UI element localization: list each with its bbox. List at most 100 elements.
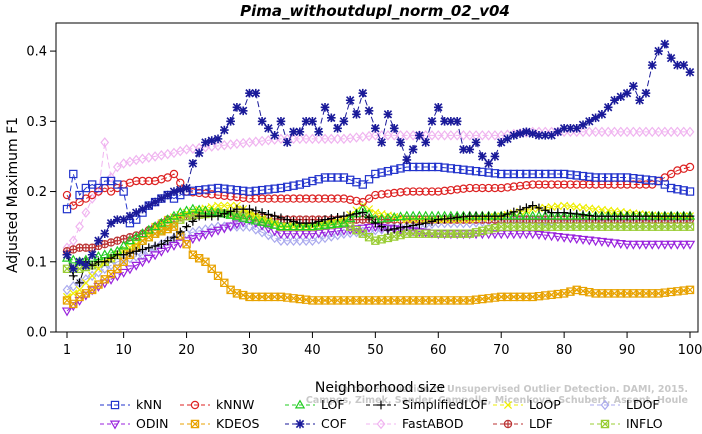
legend-marker-cof [295, 419, 305, 429]
data-point-knn [333, 173, 342, 182]
data-point-lof [225, 209, 236, 219]
x-tick-label: 100 [678, 343, 702, 358]
data-point-knn [603, 173, 613, 182]
data-point-knn [629, 174, 638, 183]
data-point-cof [528, 129, 537, 138]
data-point-fastabod [263, 135, 273, 146]
x-tick-label: 1 [63, 343, 71, 358]
data-point-knn [427, 162, 437, 172]
data-point-fastabod [232, 138, 242, 150]
legend-marker-ldof [600, 399, 610, 411]
data-point-knn [471, 166, 481, 176]
data-point-fastabod [100, 137, 110, 148]
data-point-knn [616, 173, 625, 182]
data-point-knnw [345, 195, 355, 204]
data-point-odin [678, 240, 689, 250]
legend-item-kdeos: KDEOS [180, 416, 260, 431]
data-point-cof [314, 127, 324, 137]
data-point-simplifiedlof [522, 203, 531, 213]
data-point-cof [465, 145, 475, 154]
data-point-lof [376, 213, 387, 223]
data-point-cof [559, 124, 569, 133]
data-point-knn [440, 163, 449, 172]
data-point-lof [181, 205, 192, 215]
data-point-cof [163, 190, 173, 200]
data-point-lof [338, 217, 350, 227]
legend-label: LoOP [529, 397, 561, 412]
data-point-knn [201, 185, 210, 194]
data-point-kdeos [182, 240, 191, 249]
chart-title: Pima_withoutdupl_norm_02_v04 [240, 2, 510, 20]
data-point-cof [396, 138, 405, 147]
data-point-knnw [415, 187, 424, 196]
data-point-cof [433, 102, 443, 112]
legend-item-ldf: LDF [493, 416, 553, 431]
data-point-fastabod [289, 133, 298, 145]
data-point-cof [169, 187, 179, 196]
data-point-simplifiedlof [175, 227, 185, 237]
data-point-cof [226, 116, 235, 126]
legend-item-odin: ODIN [100, 416, 169, 431]
data-point-lof [294, 221, 306, 231]
data-point-simplifiedlof [213, 211, 223, 221]
legend-label: KDEOS [216, 416, 260, 431]
data-point-fastabod [245, 137, 254, 148]
data-point-odin [615, 240, 626, 250]
data-point-knn [339, 173, 349, 182]
data-point-simplifiedlof [446, 213, 456, 223]
data-point-fastabod [654, 126, 663, 138]
data-point-fastabod [647, 126, 657, 138]
y-axis-label: Adjusted Maximum F1 [5, 117, 21, 273]
legend-item-knnw: kNNW [180, 397, 254, 412]
legend-item-knn: kNN [100, 397, 162, 412]
data-point-ldf [101, 240, 109, 248]
data-point-cof [540, 131, 550, 140]
data-point-ldof [245, 221, 254, 232]
data-point-fastabod [635, 126, 645, 138]
data-point-knn [541, 169, 550, 179]
data-point-simplifiedlof [389, 224, 399, 234]
data-point-fastabod [685, 126, 695, 138]
data-point-cof [440, 116, 449, 126]
data-point-odin [628, 240, 639, 250]
data-point-lof [269, 219, 280, 229]
legend-item-fastabod: FastABOD [366, 416, 464, 431]
data-point-simplifiedlof [75, 278, 84, 288]
data-point-loop [226, 201, 235, 210]
data-point-fastabod [402, 130, 412, 141]
data-point-odin [445, 230, 457, 240]
data-point-knn [62, 204, 72, 214]
data-point-knn [522, 169, 531, 179]
data-point-cof [647, 60, 657, 70]
data-point-simplifiedlof [515, 205, 525, 215]
y-tick-label: 0.1 [26, 255, 47, 270]
data-point-simplifiedlof [371, 218, 380, 228]
data-point-knnw [553, 180, 563, 189]
data-point-odin [672, 240, 683, 250]
data-point-cof [534, 131, 544, 140]
data-point-odin [420, 228, 431, 238]
data-point-knn [113, 180, 122, 189]
data-point-fastabod [364, 130, 374, 142]
data-point-simplifiedlof [415, 219, 424, 229]
data-point-simplifiedlof [163, 236, 173, 246]
data-point-lof [256, 216, 268, 226]
data-point-simplifiedlof [383, 225, 393, 235]
data-point-knn [239, 186, 248, 196]
data-point-odin [175, 239, 186, 249]
data-point-ldof [257, 227, 267, 238]
data-point-lof [571, 210, 582, 220]
data-point-cof [339, 116, 349, 126]
data-point-knnw [629, 180, 638, 189]
data-point-cof [81, 260, 91, 270]
legend-item-simplifiedlof: SimplifiedLOF [366, 397, 488, 412]
data-point-cof [257, 116, 267, 126]
data-point-lof [414, 210, 425, 220]
data-point-knnw [87, 190, 97, 200]
data-point-knnw [62, 190, 72, 200]
data-point-lof [238, 212, 249, 222]
data-point-knnw [541, 180, 550, 189]
data-point-odin [225, 222, 236, 232]
watermark: Campos, Zimek, Sander, Campello, Micenko… [306, 384, 688, 406]
data-point-knn [308, 176, 317, 186]
